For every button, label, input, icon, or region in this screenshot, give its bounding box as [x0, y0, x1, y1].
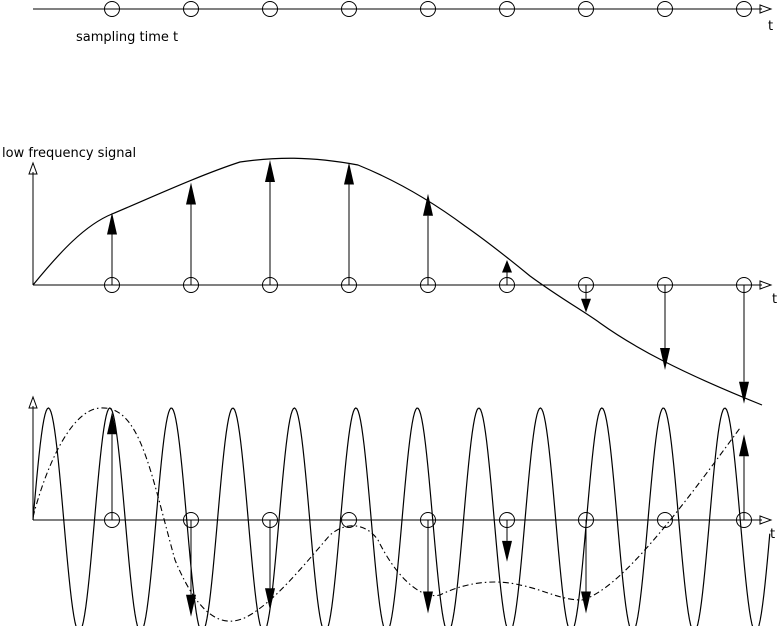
sample-marker [420, 1, 436, 17]
sample-arrow [186, 182, 196, 285]
time-axis-arrow [759, 4, 773, 14]
sample-arrow [502, 260, 512, 285]
sample-marker [499, 277, 515, 293]
sample-marker [657, 512, 673, 528]
time-axis-label: t [770, 527, 775, 542]
amplitude-axis-arrow [28, 395, 38, 409]
sample-marker [657, 277, 673, 293]
sample-arrow [581, 285, 591, 313]
sampling-time-label: sampling time t [76, 30, 178, 45]
low-frequency-samples [104, 160, 752, 404]
sample-marker [420, 512, 436, 528]
sample-marker [736, 1, 752, 17]
sample-marker [578, 1, 594, 17]
sample-marker [341, 1, 357, 17]
low-frequency-panel: low frequency signal t [2, 146, 777, 406]
sample-arrow [265, 160, 275, 285]
sample-arrow [107, 412, 117, 520]
sample-arrow [265, 520, 275, 611]
sample-marker [499, 1, 515, 17]
time-axis-arrow [759, 280, 773, 290]
time-axis-label: t [768, 19, 773, 34]
sampling-markers [104, 1, 752, 17]
high-frequency-panel: t [28, 395, 775, 626]
sample-arrow [423, 520, 433, 614]
sample-marker [420, 277, 436, 293]
sample-arrow [186, 520, 196, 617]
sample-marker [499, 512, 515, 528]
sample-marker [736, 277, 752, 293]
sample-marker [262, 512, 278, 528]
sample-marker [578, 512, 594, 528]
sample-arrow [660, 285, 670, 370]
time-axis-label: t [772, 292, 777, 307]
sample-marker [657, 1, 673, 17]
sample-arrow [344, 162, 354, 285]
sample-marker [183, 512, 199, 528]
amplitude-axis-arrow [28, 161, 38, 175]
time-axis-arrow [759, 515, 773, 525]
sample-marker [183, 277, 199, 293]
aliased-signal-curve [32, 407, 741, 622]
sample-marker [104, 1, 120, 17]
low-frequency-signal-curve [32, 157, 763, 406]
sample-marker [341, 512, 357, 528]
sample-arrow [107, 212, 117, 285]
sample-marker [183, 1, 199, 17]
sample-marker [341, 277, 357, 293]
sample-marker [262, 277, 278, 293]
sample-marker [578, 277, 594, 293]
high-frequency-signal-curve [32, 407, 771, 626]
sample-arrow [739, 285, 749, 404]
sample-arrow [581, 520, 591, 614]
sample-marker [104, 277, 120, 293]
sample-arrow [423, 193, 433, 285]
sampling-time-panel: t sampling time t [33, 1, 773, 45]
sample-marker [736, 512, 752, 528]
high-frequency-samples [104, 412, 752, 617]
sample-marker [262, 1, 278, 17]
sample-marker [104, 512, 120, 528]
low-frequency-signal-label: low frequency signal [2, 146, 136, 161]
sample-arrow [502, 520, 512, 562]
sample-arrow [739, 434, 749, 520]
